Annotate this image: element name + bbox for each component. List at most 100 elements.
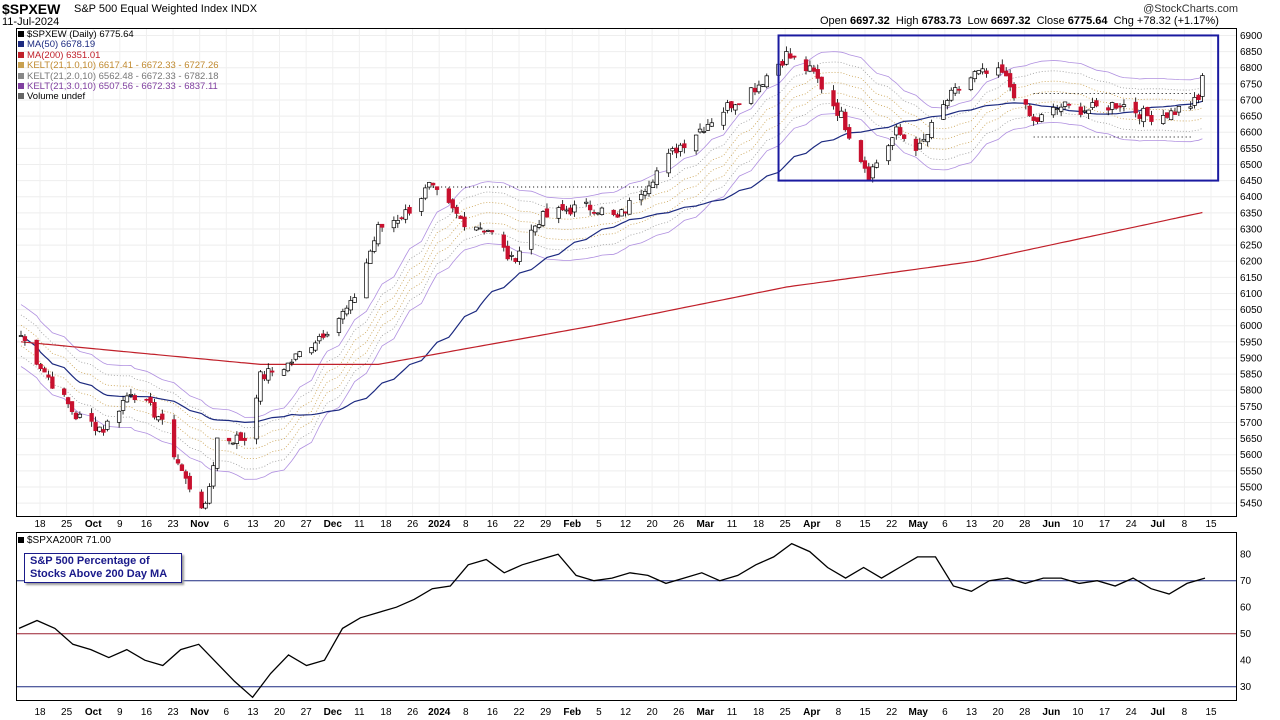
candle-body <box>18 335 24 337</box>
candle-body <box>650 181 656 188</box>
candle <box>128 388 134 399</box>
x-tick-label: 10 <box>1072 707 1084 718</box>
candle <box>1000 59 1005 74</box>
candle-body <box>697 128 703 133</box>
ma200-line <box>20 211 1203 365</box>
candle <box>22 334 28 346</box>
candle-body <box>925 134 930 143</box>
candle-body <box>862 160 868 169</box>
legend-label: KELT(21,1.0,10) 6617.41 - 6672.33 - 6727… <box>27 60 219 72</box>
candle-body <box>901 134 907 139</box>
candle <box>148 392 153 406</box>
candle <box>34 339 39 366</box>
candle-body <box>242 437 247 441</box>
x-tick-label: 17 <box>1099 707 1111 718</box>
x-tick-label: 22 <box>886 707 898 718</box>
candle-body <box>972 71 977 80</box>
legend-item: KELT(21,2.0,10) 6562.48 - 6672.33 - 6782… <box>18 70 219 82</box>
candle-body <box>803 59 809 72</box>
y-tick-label: 6100 <box>1240 289 1263 300</box>
x-tick-label: 13 <box>966 519 978 530</box>
x-tick-label: 25 <box>780 707 792 718</box>
x-tick-label: 5 <box>596 519 602 530</box>
brand-label[interactable]: @StockCharts.com <box>1143 3 1238 15</box>
candle <box>395 214 400 228</box>
chg-label: Chg <box>1113 15 1134 27</box>
candle-body <box>175 459 181 464</box>
candle-body <box>325 333 330 337</box>
candle-body <box>403 209 408 220</box>
x-tick-label: 5 <box>596 707 602 718</box>
candle-body <box>913 138 919 151</box>
x-tick-label: 26 <box>407 519 419 530</box>
candle <box>536 219 542 230</box>
candle <box>886 144 891 165</box>
indicator-panel[interactable] <box>16 532 1237 701</box>
x-tick-label: Apr <box>803 519 820 530</box>
candle <box>423 184 428 201</box>
x-tick-label: 26 <box>673 519 685 530</box>
candle <box>831 85 836 110</box>
legend-label: KELT(21,2.0,10) 6562.48 - 6672.33 - 6782… <box>27 70 219 82</box>
x-tick-label: 8 <box>463 519 469 530</box>
candle <box>281 368 287 377</box>
legend-label: MA(50) 6678.19 <box>27 39 96 51</box>
candle <box>430 182 436 189</box>
x-tick-label: 11 <box>354 707 365 718</box>
candle-body <box>980 68 985 73</box>
candle <box>819 76 824 94</box>
candle-body <box>1039 114 1044 122</box>
indicator-y-tick-label: 30 <box>1240 682 1252 693</box>
candle <box>171 414 177 460</box>
candle-body <box>1133 101 1138 114</box>
candle-body <box>419 198 424 212</box>
candle-body <box>454 206 459 214</box>
candle-body <box>132 395 137 401</box>
candle-body <box>321 333 326 338</box>
indicator-annotation[interactable]: S&P 500 Percentage of Stocks Above 200 D… <box>24 553 182 583</box>
candle-body <box>93 421 98 432</box>
candle-body <box>564 209 569 212</box>
candle-body <box>395 220 400 224</box>
x-tick-label: 16 <box>141 707 153 718</box>
candle-body <box>568 207 573 215</box>
candle-body <box>266 368 271 381</box>
candle <box>721 107 726 130</box>
candle-body <box>1086 109 1091 114</box>
x-tick-label: 8 <box>463 707 469 718</box>
price-panel[interactable] <box>16 28 1237 517</box>
candle <box>65 396 71 409</box>
candle <box>69 401 75 415</box>
candle-body <box>368 250 373 264</box>
candle-body <box>450 199 455 209</box>
candle-body <box>536 224 542 228</box>
legend-item: KELT(21,3.0,10) 6507.56 - 6672.33 - 6837… <box>18 81 219 92</box>
x-tick-label: 22 <box>513 519 525 530</box>
candle-body <box>430 182 436 186</box>
candle-body <box>1110 102 1115 110</box>
y-tick-label: 6000 <box>1240 321 1263 332</box>
legend-label: Volume undef <box>27 91 86 103</box>
candle <box>1007 69 1013 92</box>
candle-body <box>313 342 318 351</box>
candle <box>313 340 318 352</box>
y-tick-label: 5550 <box>1240 466 1263 477</box>
candle-body <box>1172 111 1178 115</box>
candle <box>258 370 263 405</box>
x-tick-label: 16 <box>487 707 499 718</box>
x-tick-label: Jul <box>1151 519 1166 530</box>
x-tick-label: 29 <box>540 519 552 530</box>
candle-body <box>116 410 122 423</box>
candle-body <box>572 204 577 213</box>
x-tick-label: 22 <box>886 519 898 530</box>
candle-body <box>623 211 628 214</box>
candle-body <box>376 224 381 245</box>
x-tick-label: 17 <box>1099 519 1111 530</box>
low-value: 6697.32 <box>990 15 1031 27</box>
candle <box>478 222 483 230</box>
y-tick-label: 5650 <box>1240 434 1263 445</box>
low-label: Low <box>967 15 988 27</box>
legend-swatch <box>18 62 24 69</box>
candle-body <box>474 226 479 231</box>
y-tick-label: 6800 <box>1240 63 1263 74</box>
